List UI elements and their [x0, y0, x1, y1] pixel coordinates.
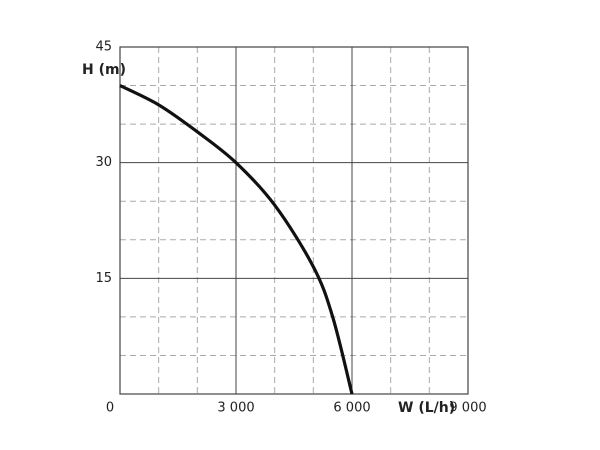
y-tick-label: 15: [95, 271, 112, 286]
y-tick-label: 30: [95, 155, 112, 170]
x-tick-label: 9 000: [449, 401, 486, 416]
x-tick-label: 6 000: [333, 401, 370, 416]
y-axis-label: H (m): [82, 62, 126, 78]
curve: [119, 84, 354, 395]
x-tick-label: 0: [106, 401, 114, 416]
x-tick-label: 3 000: [217, 401, 254, 416]
x-axis-label: W (L/h): [398, 400, 455, 416]
y-tick-label: 45: [95, 40, 112, 55]
plot-frame: [119, 46, 469, 395]
